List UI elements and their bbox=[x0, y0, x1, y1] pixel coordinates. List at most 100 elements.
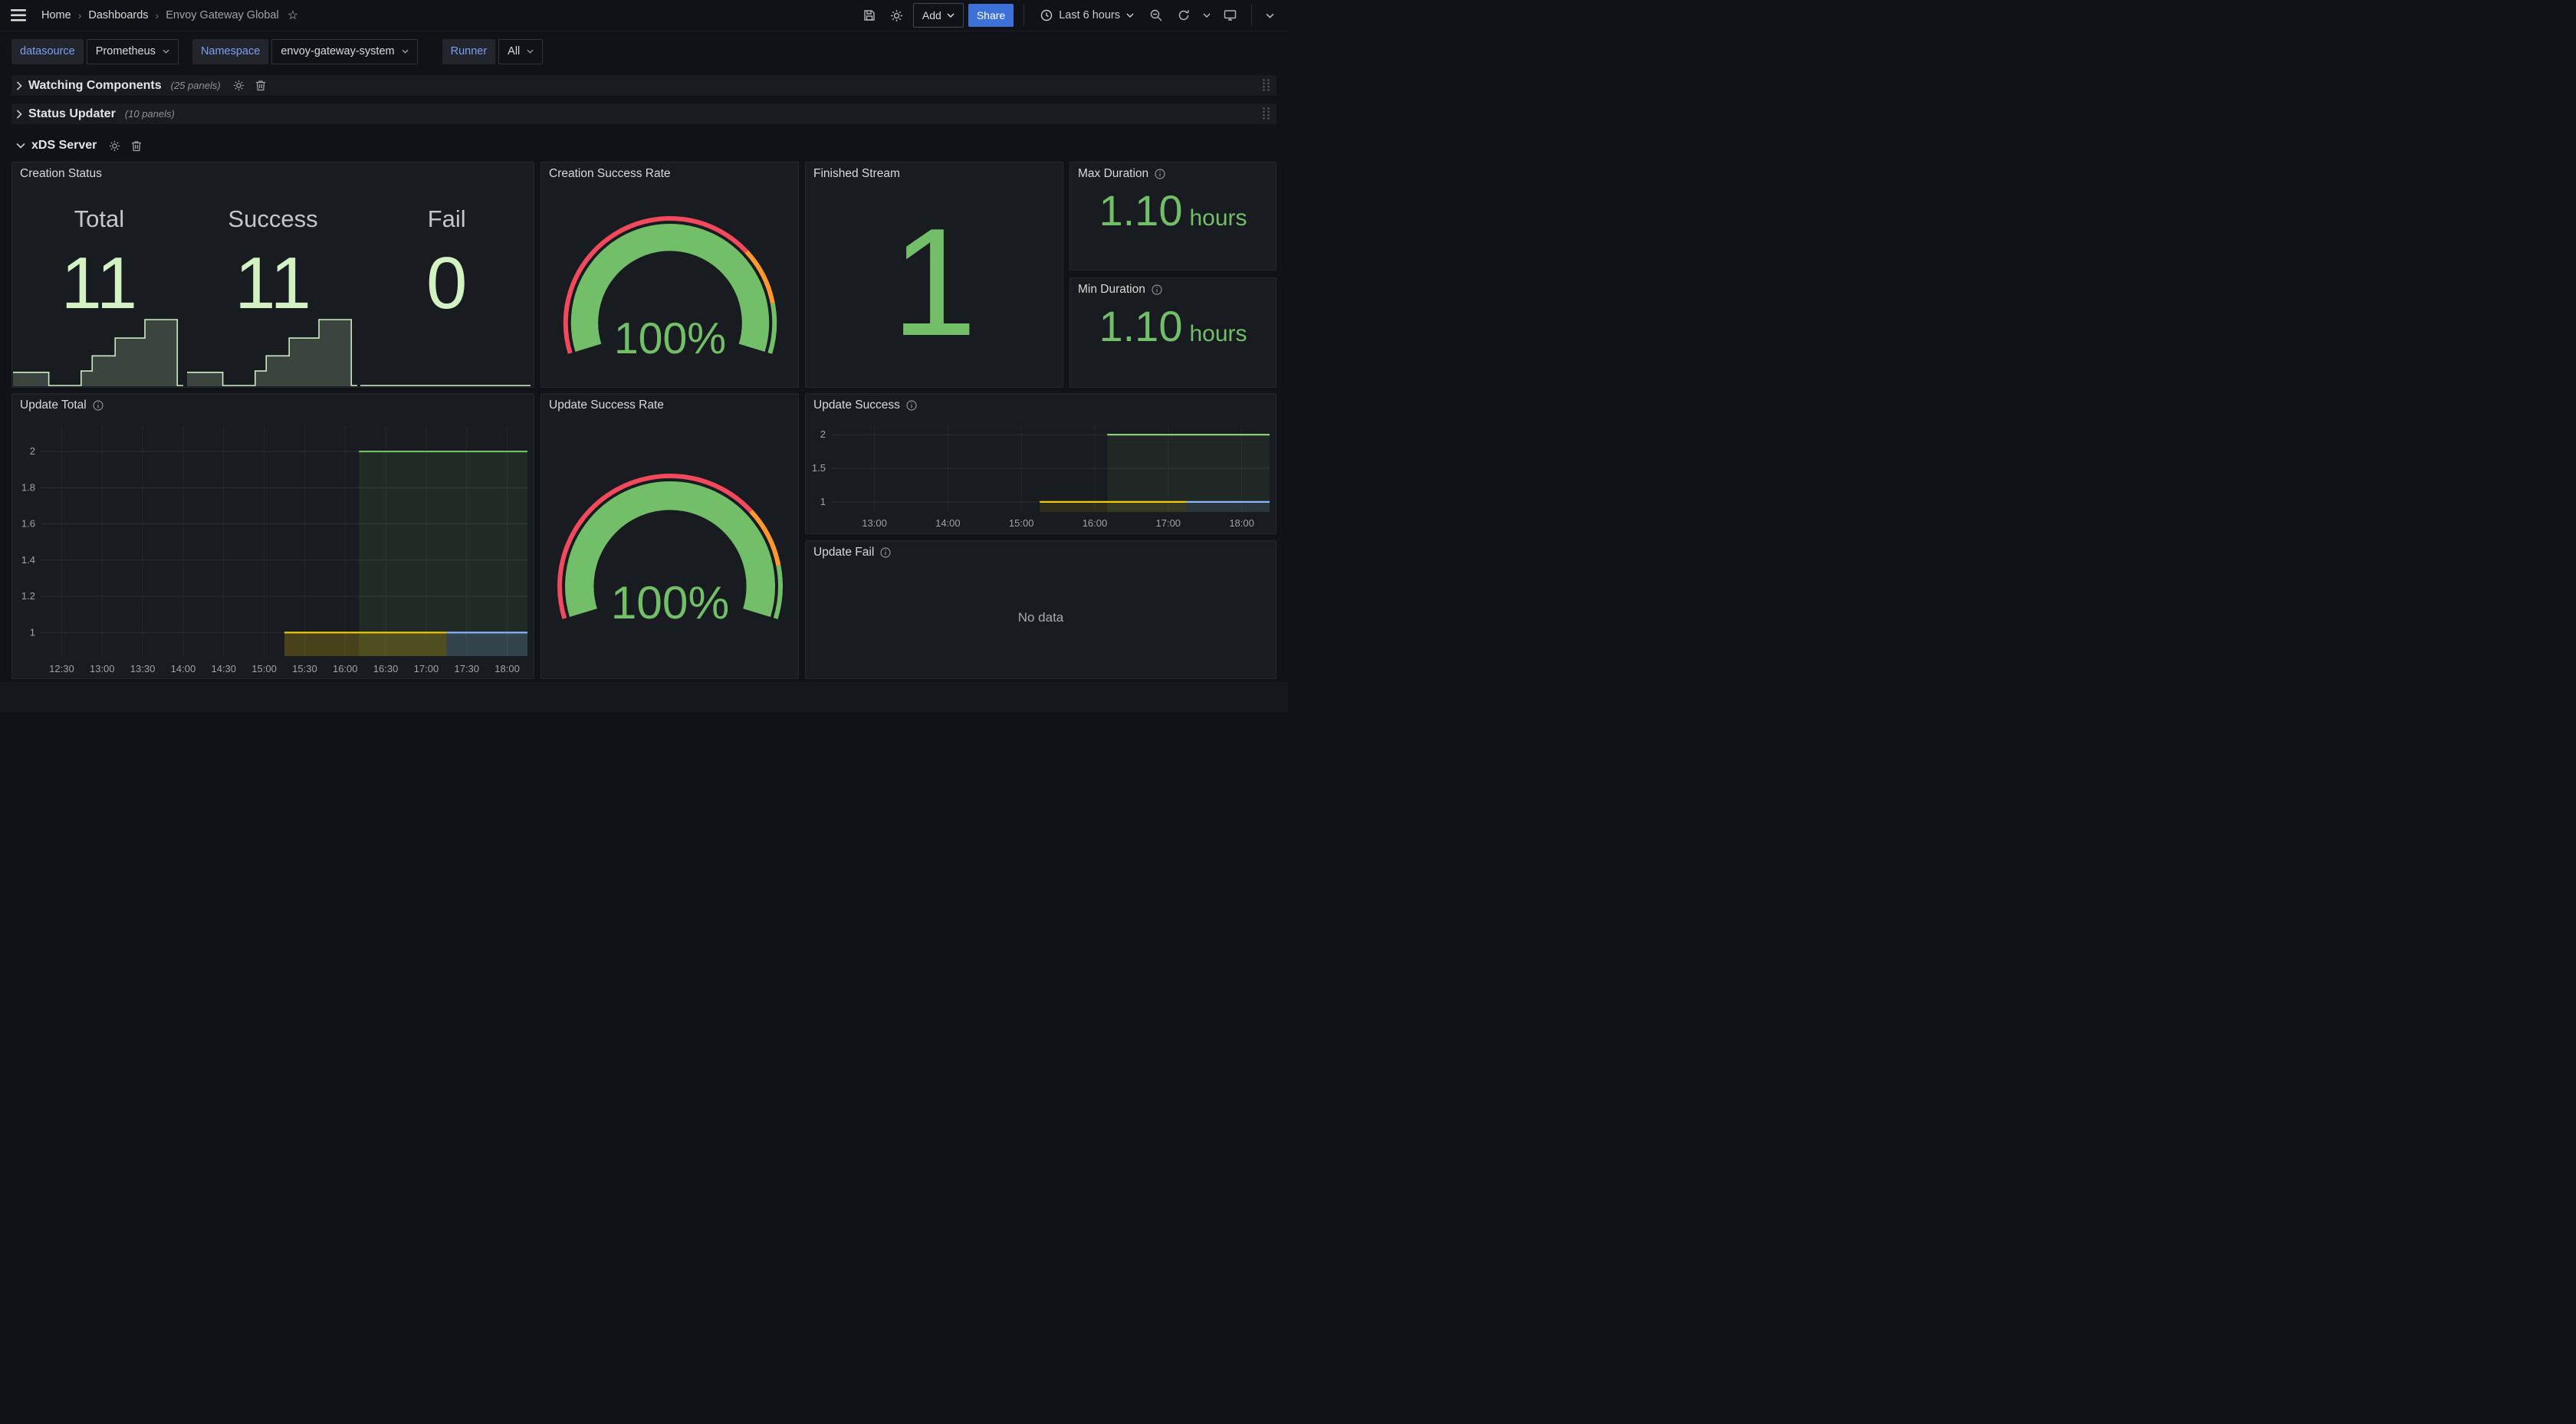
divider bbox=[1251, 5, 1252, 26]
variable-value-datasource[interactable]: Prometheus bbox=[87, 39, 179, 64]
kiosk-mode-button[interactable] bbox=[1218, 4, 1241, 27]
svg-text:14:30: 14:30 bbox=[211, 663, 236, 674]
svg-text:14:00: 14:00 bbox=[935, 517, 961, 529]
row-drag-handle[interactable] bbox=[1262, 78, 1270, 92]
stat-value: 0 bbox=[426, 247, 467, 320]
chevron-down-icon bbox=[527, 49, 534, 54]
info-icon[interactable] bbox=[906, 400, 917, 411]
panel-title: Update Success Rate bbox=[549, 399, 664, 412]
chevron-right-icon bbox=[16, 81, 22, 90]
svg-text:16:00: 16:00 bbox=[333, 663, 358, 674]
info-icon[interactable] bbox=[1155, 169, 1165, 179]
svg-text:17:30: 17:30 bbox=[454, 663, 479, 674]
row-status-updater[interactable]: Status Updater (10 panels) bbox=[12, 103, 1276, 124]
svg-text:1.4: 1.4 bbox=[21, 554, 35, 566]
time-series-chart-update-success[interactable]: 13:0014:0015:0016:0017:0018:0011.52 bbox=[806, 417, 1274, 532]
row-panel-count: (10 panels) bbox=[125, 108, 175, 120]
svg-text:13:00: 13:00 bbox=[862, 517, 887, 529]
chevron-down-icon bbox=[402, 49, 409, 54]
chevron-down-icon bbox=[947, 13, 955, 18]
info-icon[interactable] bbox=[1152, 284, 1162, 295]
row-delete-trash-icon[interactable] bbox=[255, 80, 266, 91]
stat-value: 1 bbox=[892, 206, 977, 359]
breadcrumb-current-page[interactable]: Envoy Gateway Global bbox=[166, 9, 279, 21]
no-data-message: No data bbox=[806, 564, 1276, 671]
refresh-interval-dropdown[interactable] bbox=[1200, 4, 1214, 27]
panel-title: Max Duration bbox=[1078, 167, 1148, 181]
add-button-label: Add bbox=[922, 9, 941, 21]
time-range-picker[interactable]: Last 6 hours bbox=[1034, 4, 1140, 27]
variable-value-runner[interactable]: All bbox=[498, 39, 543, 64]
svg-text:18:00: 18:00 bbox=[495, 663, 520, 674]
zoom-out-icon bbox=[1150, 9, 1162, 21]
row-xds-server[interactable]: xDS Server bbox=[12, 136, 146, 156]
panel-finished-stream: Finished Stream 1 bbox=[805, 162, 1063, 388]
svg-text:13:00: 13:00 bbox=[90, 663, 115, 674]
gear-icon bbox=[890, 9, 903, 22]
breadcrumb-home[interactable]: Home bbox=[41, 9, 71, 21]
favorite-star-icon[interactable]: ☆ bbox=[288, 8, 298, 23]
svg-text:1.8: 1.8 bbox=[21, 481, 35, 493]
row-delete-trash-icon[interactable] bbox=[131, 140, 142, 152]
breadcrumb-separator: › bbox=[78, 9, 82, 21]
panel-title: Finished Stream bbox=[813, 167, 900, 181]
stat-label: Total bbox=[74, 205, 124, 233]
stat-unit: hours bbox=[1189, 321, 1247, 347]
variable-selected-value: Prometheus bbox=[96, 45, 156, 57]
row-settings-gear-icon[interactable] bbox=[109, 140, 120, 152]
variable-runner: Runner All bbox=[442, 39, 544, 64]
save-dashboard-button[interactable] bbox=[858, 4, 881, 27]
panel-update-success-rate: Update Success Rate 100% bbox=[540, 393, 799, 679]
svg-text:16:30: 16:30 bbox=[373, 663, 399, 674]
info-icon[interactable] bbox=[880, 547, 891, 558]
panel-title: Update Success bbox=[813, 399, 900, 412]
stat-value: 11 bbox=[61, 247, 138, 320]
row-settings-gear-icon[interactable] bbox=[233, 80, 245, 91]
chevron-down-icon bbox=[16, 143, 25, 149]
svg-text:17:00: 17:00 bbox=[1156, 517, 1181, 529]
row-watching-components[interactable]: Watching Components (25 panels) bbox=[12, 75, 1276, 96]
stat-value: 11 bbox=[235, 247, 311, 320]
svg-text:2: 2 bbox=[30, 445, 35, 457]
row-title: Watching Components bbox=[28, 79, 162, 93]
svg-text:100%: 100% bbox=[610, 576, 729, 623]
variable-value-namespace[interactable]: envoy-gateway-system bbox=[271, 39, 417, 64]
breadcrumb-dashboards[interactable]: Dashboards bbox=[88, 9, 148, 21]
breadcrumb: Home › Dashboards › Envoy Gateway Global… bbox=[41, 8, 298, 23]
refresh-button[interactable] bbox=[1172, 4, 1195, 27]
info-icon[interactable] bbox=[93, 400, 104, 411]
svg-text:1: 1 bbox=[30, 626, 35, 638]
add-button[interactable]: Add bbox=[913, 3, 964, 28]
gauge-creation-success-rate: 100% bbox=[547, 212, 793, 358]
chevron-down-icon bbox=[1126, 13, 1134, 18]
breadcrumb-separator: › bbox=[156, 9, 159, 21]
stat-success: Success 11 bbox=[186, 185, 360, 387]
stat-sparkline bbox=[12, 317, 186, 387]
panel-title: Min Duration bbox=[1078, 283, 1145, 297]
share-button[interactable]: Share bbox=[968, 4, 1014, 27]
svg-text:1.2: 1.2 bbox=[21, 590, 35, 602]
panel-title: Update Total bbox=[20, 399, 87, 412]
panel-title: Creation Status bbox=[20, 167, 102, 181]
save-icon bbox=[863, 9, 876, 21]
svg-text:15:00: 15:00 bbox=[251, 663, 277, 674]
svg-text:13:30: 13:30 bbox=[130, 663, 156, 674]
svg-text:14:00: 14:00 bbox=[171, 663, 196, 674]
menu-icon[interactable] bbox=[11, 7, 28, 24]
stat-label: Fail bbox=[428, 205, 466, 233]
panel-title: Creation Success Rate bbox=[549, 167, 671, 181]
variable-label-runner: Runner bbox=[442, 39, 496, 64]
dashboard-canvas: Watching Components (25 panels) Status U… bbox=[0, 71, 1288, 713]
zoom-out-time-button[interactable] bbox=[1145, 4, 1168, 27]
monitor-icon bbox=[1224, 9, 1237, 21]
time-series-chart-update-total[interactable]: 12:3013:0013:3014:0014:3015:0015:3016:00… bbox=[12, 417, 532, 678]
panel-update-success: Update Success 13:0014:0015:0016:0017:00… bbox=[805, 393, 1276, 534]
toolbar-more-button[interactable] bbox=[1262, 4, 1277, 27]
time-range-label: Last 6 hours bbox=[1059, 9, 1120, 21]
row-drag-handle[interactable] bbox=[1262, 107, 1270, 120]
variable-label-datasource: datasource bbox=[12, 39, 84, 64]
top-nav: Home › Dashboards › Envoy Gateway Global… bbox=[0, 0, 1288, 31]
dashboard-bottom-area bbox=[0, 682, 1288, 713]
svg-text:18:00: 18:00 bbox=[1229, 517, 1254, 529]
dashboard-settings-button[interactable] bbox=[886, 4, 909, 27]
